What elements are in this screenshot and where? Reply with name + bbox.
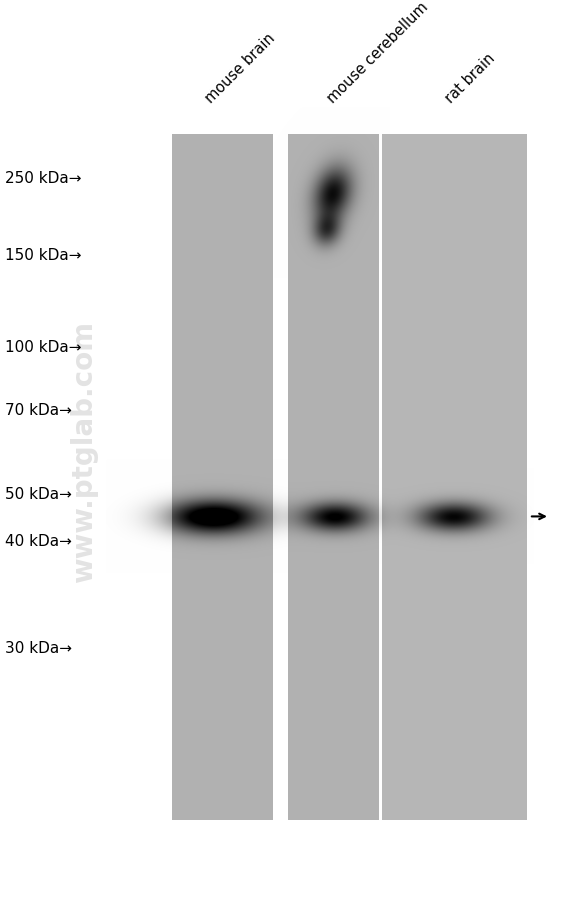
Text: 40 kDa→: 40 kDa→	[5, 534, 71, 548]
Text: 50 kDa→: 50 kDa→	[5, 487, 71, 502]
Text: mouse brain: mouse brain	[203, 31, 278, 106]
Text: rat brain: rat brain	[443, 51, 498, 106]
Text: 30 kDa→: 30 kDa→	[5, 640, 72, 655]
Text: 70 kDa→: 70 kDa→	[5, 403, 71, 418]
Text: 250 kDa→: 250 kDa→	[5, 171, 81, 186]
Text: mouse cerebellum: mouse cerebellum	[324, 0, 430, 106]
Text: www.ptglab.com: www.ptglab.com	[70, 320, 98, 582]
Text: 150 kDa→: 150 kDa→	[5, 248, 81, 262]
Text: 100 kDa→: 100 kDa→	[5, 340, 81, 354]
